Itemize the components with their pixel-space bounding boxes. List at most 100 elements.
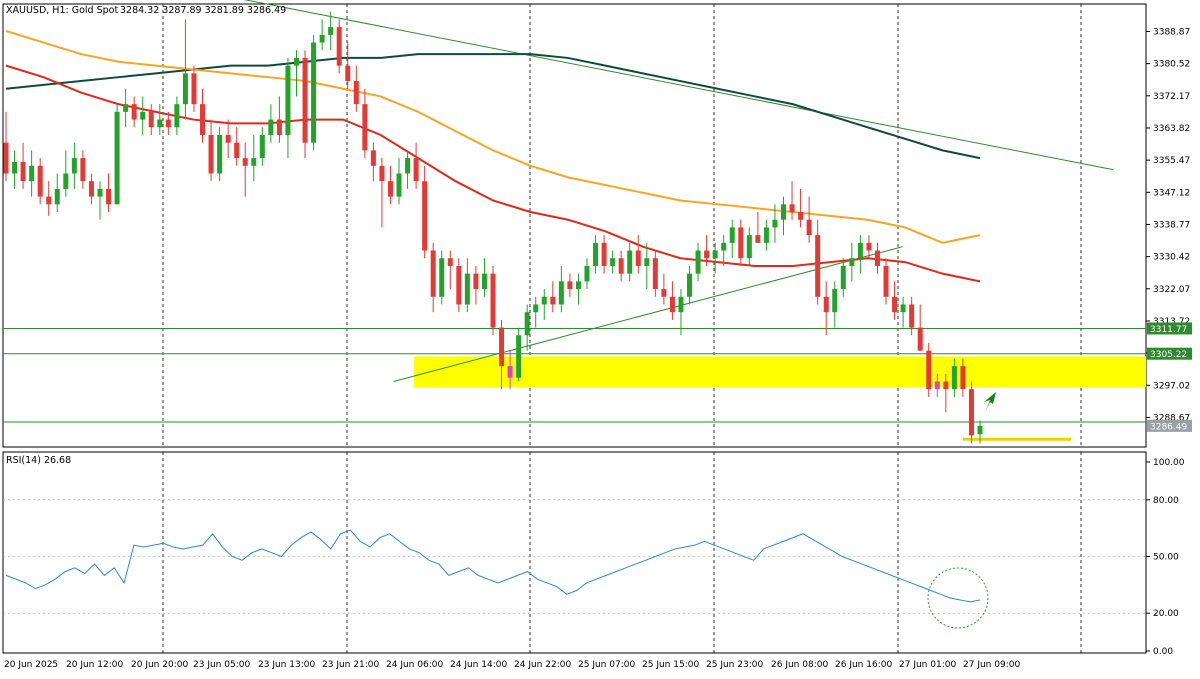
- candle-body[interactable]: [832, 289, 838, 313]
- candle-body[interactable]: [789, 204, 795, 213]
- candle-body[interactable]: [704, 250, 710, 259]
- candle-body[interactable]: [678, 296, 684, 313]
- candle-body[interactable]: [943, 381, 949, 390]
- candle-body[interactable]: [541, 296, 547, 305]
- candle-body[interactable]: [251, 158, 257, 166]
- candle-body[interactable]: [174, 104, 180, 128]
- candle-body[interactable]: [934, 381, 940, 390]
- candle-body[interactable]: [968, 389, 974, 436]
- candle-body[interactable]: [815, 235, 821, 297]
- candle-body[interactable]: [618, 258, 624, 274]
- candle-body[interactable]: [917, 327, 923, 351]
- candle-body[interactable]: [575, 281, 581, 290]
- candle-body[interactable]: [191, 73, 197, 105]
- candle-body[interactable]: [687, 273, 693, 297]
- candle-body[interactable]: [123, 104, 129, 112]
- candle-body[interactable]: [977, 425, 983, 435]
- candle-body[interactable]: [729, 227, 735, 243]
- candle-body[interactable]: [131, 104, 137, 120]
- candle-body[interactable]: [763, 227, 769, 243]
- candle-body[interactable]: [900, 304, 906, 313]
- candle-body[interactable]: [473, 273, 479, 290]
- candle-body[interactable]: [20, 161, 26, 182]
- candle-body[interactable]: [396, 173, 402, 197]
- candle-body[interactable]: [3, 142, 9, 174]
- candle-body[interactable]: [857, 242, 863, 259]
- candle-body[interactable]: [772, 219, 778, 228]
- candle-body[interactable]: [610, 258, 616, 266]
- candle-body[interactable]: [37, 165, 43, 197]
- candle-body[interactable]: [208, 134, 214, 174]
- candle-body[interactable]: [644, 258, 650, 266]
- candle-body[interactable]: [242, 158, 248, 166]
- candle-body[interactable]: [507, 366, 513, 378]
- candle-body[interactable]: [97, 188, 103, 197]
- candle-body[interactable]: [866, 242, 872, 251]
- candle-body[interactable]: [182, 73, 188, 105]
- candle-body[interactable]: [148, 111, 154, 128]
- candle-body[interactable]: [798, 212, 804, 220]
- candle-body[interactable]: [302, 57, 308, 143]
- candle-layer[interactable]: [3, 11, 983, 444]
- candle-body[interactable]: [456, 265, 462, 305]
- candle-body[interactable]: [721, 242, 727, 251]
- candle-body[interactable]: [88, 181, 94, 197]
- candle-body[interactable]: [780, 204, 786, 220]
- candle-body[interactable]: [54, 188, 60, 205]
- candle-body[interactable]: [738, 227, 744, 259]
- candle-body[interactable]: [328, 27, 334, 35]
- candle-body[interactable]: [217, 134, 223, 174]
- candle-body[interactable]: [259, 134, 265, 159]
- candle-body[interactable]: [524, 312, 530, 336]
- candle-body[interactable]: [849, 258, 855, 266]
- candle-body[interactable]: [336, 27, 342, 66]
- candle-body[interactable]: [481, 273, 487, 290]
- candle-body[interactable]: [951, 366, 957, 390]
- candle-body[interactable]: [353, 81, 359, 105]
- candle-body[interactable]: [746, 235, 752, 259]
- candle-body[interactable]: [63, 173, 69, 189]
- candle-body[interactable]: [840, 265, 846, 290]
- candle-body[interactable]: [80, 158, 86, 182]
- candle-body[interactable]: [413, 158, 419, 182]
- candle-body[interactable]: [695, 250, 701, 274]
- candle-body[interactable]: [276, 119, 282, 135]
- candle-body[interactable]: [712, 250, 718, 259]
- candle-body[interactable]: [387, 181, 393, 197]
- candle-body[interactable]: [755, 235, 761, 243]
- candle-body[interactable]: [533, 304, 539, 313]
- candle-body[interactable]: [892, 296, 898, 313]
- candle-body[interactable]: [200, 104, 206, 135]
- candle-body[interactable]: [285, 65, 291, 135]
- candle-body[interactable]: [319, 34, 325, 43]
- candle-body[interactable]: [430, 250, 436, 297]
- candle-body[interactable]: [165, 119, 171, 128]
- candle-body[interactable]: [345, 65, 351, 82]
- candle-body[interactable]: [567, 281, 573, 290]
- candle-body[interactable]: [661, 289, 667, 297]
- candle-body[interactable]: [823, 296, 829, 313]
- candle-body[interactable]: [669, 296, 675, 313]
- candle-body[interactable]: [490, 273, 496, 328]
- candle-body[interactable]: [46, 196, 52, 205]
- candle-body[interactable]: [558, 281, 564, 305]
- candle-body[interactable]: [157, 119, 163, 128]
- candle-body[interactable]: [370, 150, 376, 166]
- candle-body[interactable]: [464, 273, 470, 305]
- candle-body[interactable]: [225, 134, 231, 143]
- candle-body[interactable]: [516, 335, 522, 378]
- candle-body[interactable]: [874, 250, 880, 266]
- candle-body[interactable]: [12, 161, 18, 174]
- candle-body[interactable]: [652, 258, 658, 290]
- candle-body[interactable]: [293, 57, 299, 66]
- candle-body[interactable]: [806, 219, 812, 236]
- candle-body[interactable]: [601, 242, 607, 266]
- candle-body[interactable]: [593, 242, 599, 266]
- candle-body[interactable]: [106, 188, 112, 205]
- candle-body[interactable]: [405, 158, 411, 174]
- candle-body[interactable]: [926, 350, 932, 390]
- candle-body[interactable]: [909, 304, 915, 328]
- candle-body[interactable]: [268, 119, 274, 135]
- candle-body[interactable]: [379, 165, 385, 182]
